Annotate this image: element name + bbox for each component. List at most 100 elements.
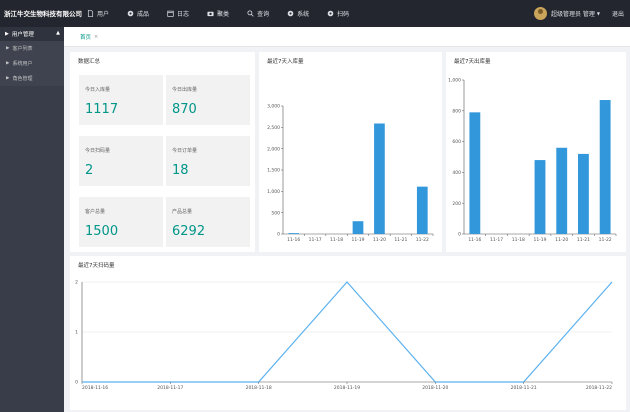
nav-item-user[interactable]: 用户	[78, 0, 118, 27]
stat-label: 产品总量	[172, 209, 193, 215]
nav-item-log[interactable]: 日志	[158, 0, 198, 27]
bar	[534, 160, 546, 234]
x-tick-label: 2018-11-16	[82, 385, 108, 391]
y-tick-label: 2,000	[267, 146, 280, 152]
x-tick-label: 11-18	[512, 237, 525, 243]
stat-value: 1500	[85, 224, 119, 239]
x-tick-label: 11-19	[351, 237, 364, 243]
chevron-down-icon[interactable]: ▼	[596, 11, 600, 16]
sidebar-item-label: 角色管理	[12, 76, 33, 82]
y-tick-label: 3,000	[267, 104, 280, 110]
nav-item-label: 成品	[137, 11, 150, 18]
stat-label: 客户总量	[85, 209, 106, 215]
scan-chart-card: 最近7天扫码量 0 1 2 2018-11-16 2018-11-17 2018-11-1…	[70, 256, 626, 410]
summary-card: 数据汇总 今日入库量 1117 今日出库量 870 今日扫码量 2 今日订单量 …	[70, 52, 255, 252]
user-name[interactable]: 超级管理员 管理	[550, 11, 595, 18]
sidebar-item-customers[interactable]: ▶ 客户列表	[0, 41, 64, 56]
inbound-bar-chart: 0 500 1,000 1,500 2,000 2,500 3,000 11-16 11-17 1…	[267, 104, 434, 243]
sidebar-item-system-users[interactable]: ▶ 系统用户	[0, 56, 64, 71]
tab-home[interactable]: 首页 ×	[80, 33, 98, 41]
outbound-bar-chart: 0 200 400 600 800 1,000 11-16 11-17 11-18 11-19 11…	[448, 78, 617, 243]
y-tick-label: 0	[75, 380, 78, 386]
x-tick-label: 2018-11-22	[586, 385, 612, 391]
y-tick-label: 1,500	[267, 168, 280, 174]
nav-item-label: 日志	[177, 11, 190, 18]
y-tick-label: 2	[75, 280, 78, 286]
avatar[interactable]	[533, 7, 547, 20]
sidebar: ▶ 用户管理 ▲ ▶ 客户列表 ▶ 系统用户 ▶ 角色管理	[0, 27, 64, 412]
summary-title: 数据汇总	[78, 59, 101, 65]
sidebar-group-user-management[interactable]: ▶ 用户管理 ▲	[0, 27, 64, 41]
bar	[352, 221, 364, 234]
y-tick-label: 1,000	[448, 78, 461, 84]
stat-value: 1117	[85, 102, 119, 117]
sidebar-item-label: 系统用户	[12, 61, 33, 67]
outbound-chart-title: 最近7天出库量	[454, 59, 491, 65]
arrow-right-icon: ▶	[5, 31, 9, 37]
bar	[416, 186, 428, 234]
nav-item-system[interactable]: 系统	[278, 0, 318, 27]
nav-item-query[interactable]: 查询	[238, 0, 278, 27]
inbound-chart-title: 最近7天入库量	[267, 59, 304, 65]
close-icon[interactable]: ×	[94, 34, 99, 40]
nav-item-label: 聚类	[217, 11, 230, 18]
tab-label: 首页	[80, 35, 92, 41]
sidebar-item-roles[interactable]: ▶ 角色管理	[0, 71, 64, 86]
stat-value: 18	[172, 163, 189, 178]
nav-item-scan[interactable]: 扫码	[318, 0, 358, 27]
x-tick-label: 11-22	[599, 237, 612, 243]
y-tick-label: 0	[458, 232, 461, 238]
outbound-chart-card: 最近7天出库量 0 200 400 600 800 1,000 11-16 11-17 11-1…	[446, 52, 626, 252]
x-tick-label: 11-16	[468, 237, 481, 243]
user-menu: 超级管理员 管理 ▼ 退出	[533, 0, 624, 27]
tab-strip: 首页 ×	[64, 27, 630, 47]
x-tick-label: 2018-11-21	[511, 385, 537, 391]
y-tick-label: 800	[452, 108, 461, 114]
nav-item-cluster[interactable]: 聚类	[198, 0, 238, 27]
logout-link[interactable]: 退出	[611, 11, 624, 18]
x-tick-label: 11-22	[416, 237, 429, 243]
y-tick-label: 2,500	[267, 125, 280, 131]
nav-item-label: 系统	[297, 11, 310, 18]
gear-icon	[127, 10, 134, 17]
x-tick-label: 11-18	[330, 237, 343, 243]
calendar-icon	[167, 10, 174, 17]
x-tick-label: 2018-11-18	[246, 385, 272, 391]
stat-value: 6292	[172, 224, 206, 239]
arrow-right-icon: ▶	[6, 76, 10, 81]
sidebar-item-label: 客户列表	[12, 46, 33, 52]
camera-icon	[207, 11, 214, 17]
arrow-right-icon: ▶	[6, 46, 10, 51]
stat-total-customers: 客户总量 1500	[79, 197, 163, 247]
bar	[288, 233, 300, 234]
nav-item-product[interactable]: 成品	[118, 0, 158, 27]
gear-icon	[287, 10, 294, 17]
x-tick-label: 2018-11-20	[422, 385, 448, 391]
stat-today-inbound: 今日入库量 1117	[79, 75, 163, 125]
y-tick-label: 400	[452, 170, 461, 176]
y-tick-label: 1,000	[267, 189, 280, 195]
bar	[374, 123, 385, 234]
stat-total-products: 产品总量 6292	[166, 197, 250, 247]
scan-line-chart: 0 1 2 2018-11-16 2018-11-17 2018-11-18 2018-11…	[75, 280, 613, 391]
x-tick-label: 11-19	[533, 237, 546, 243]
inbound-chart-card: 最近7天入库量 0 500 1,000 1,500 2,000 2,500 3,000 11-…	[259, 52, 442, 252]
stat-value: 870	[172, 102, 197, 117]
bar	[599, 100, 611, 234]
stat-label: 今日订单量	[172, 148, 198, 154]
nav-item-label: 扫码	[337, 11, 350, 18]
scan-chart-title: 最近7天扫码量	[78, 263, 115, 269]
y-tick-label: 500	[271, 210, 280, 216]
x-tick-label: 11-21	[394, 237, 407, 243]
nav-item-label: 查询	[257, 11, 270, 18]
stat-label: 今日扫码量	[85, 148, 111, 154]
top-navbar: 浙江牛交生物科技有限公司 用户 成品 日志 聚类 查询 系统 扫码	[0, 0, 630, 27]
arrow-right-icon: ▶	[6, 61, 10, 66]
bar	[578, 153, 589, 234]
y-tick-label: 200	[452, 201, 461, 207]
x-tick-label: 11-17	[309, 237, 322, 243]
gear-icon	[327, 10, 334, 17]
search-icon	[247, 10, 254, 17]
x-tick-label: 11-21	[577, 237, 590, 243]
x-tick-label: 2018-11-17	[157, 385, 183, 391]
